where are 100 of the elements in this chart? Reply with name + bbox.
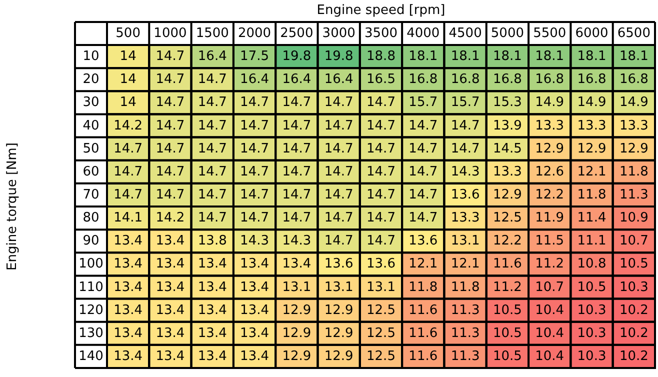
data-label: 18.1	[408, 49, 438, 64]
data-label: 14.7	[324, 118, 354, 134]
data-label: 14.7	[198, 187, 227, 202]
data-label: 14.3	[282, 234, 312, 249]
data-label: 14.7	[408, 187, 438, 202]
data-label: 14.7	[408, 118, 438, 134]
data-label: 16.8	[450, 72, 480, 88]
data-label: 11.6	[492, 256, 522, 272]
data-label: 10.4	[535, 348, 564, 364]
data-label: 14.7	[366, 234, 396, 249]
y-tick-label: 100	[78, 256, 104, 272]
data-label: 14.7	[324, 210, 354, 226]
data-label: 10.5	[577, 280, 606, 295]
data-label: 14.7	[282, 210, 312, 226]
data-label: 11.8	[450, 280, 480, 295]
data-label: 14.7	[114, 164, 143, 180]
data-label: 11.8	[577, 187, 606, 202]
data-label: 13.4	[156, 348, 185, 364]
x-tick-label: 3000	[322, 26, 356, 41]
data-label: 13.4	[114, 234, 143, 249]
data-label: 12.9	[324, 302, 354, 318]
data-label: 13.3	[619, 118, 648, 134]
x-axis-title: Engine speed [rpm]	[316, 3, 446, 18]
data-label: 14.7	[156, 95, 185, 110]
y-tick-label: 70	[82, 187, 100, 202]
data-label: 12.9	[619, 141, 648, 156]
data-label: 18.1	[535, 49, 564, 64]
data-label: 14.7	[198, 118, 227, 134]
data-label: 13.1	[282, 280, 312, 295]
data-label: 14.7	[408, 210, 438, 226]
data-label: 14.7	[156, 49, 185, 64]
data-label: 11.8	[619, 164, 648, 180]
data-label: 13.4	[114, 348, 143, 364]
data-label: 14.9	[577, 95, 606, 110]
x-tick-label: 6500	[617, 26, 650, 41]
data-label: 11.3	[450, 326, 480, 341]
data-label: 12.9	[282, 302, 312, 318]
data-label: 14.7	[408, 164, 438, 180]
data-label: 18.1	[577, 49, 606, 64]
data-label: 18.8	[366, 49, 396, 64]
data-label: 13.4	[156, 234, 185, 249]
data-label: 14	[120, 95, 136, 110]
data-label: 11.2	[535, 256, 564, 272]
data-label: 13.4	[240, 280, 270, 295]
data-label: 11.6	[408, 302, 438, 318]
data-label: 14.7	[240, 95, 270, 110]
data-label: 14.1	[114, 210, 143, 226]
data-label: 13.4	[198, 302, 227, 318]
data-label: 16.8	[577, 72, 606, 88]
data-label: 15.3	[492, 95, 522, 110]
data-label: 19.8	[282, 49, 312, 64]
data-label: 18.1	[619, 49, 648, 64]
data-label: 14	[120, 72, 136, 88]
data-label: 12.1	[577, 164, 606, 180]
data-label: 12.6	[535, 164, 564, 180]
data-label: 14.7	[324, 234, 354, 249]
data-label: 14.7	[282, 164, 312, 180]
data-label: 16.4	[198, 49, 227, 64]
data-label: 13.1	[366, 280, 396, 295]
data-label: 12.1	[408, 256, 438, 272]
data-label: 14.7	[324, 141, 354, 156]
data-label: 14.7	[366, 164, 396, 180]
data-label: 10.2	[619, 348, 648, 364]
data-label: 14.7	[282, 95, 312, 110]
data-label: 13.6	[450, 187, 480, 202]
data-label: 14.7	[324, 187, 354, 202]
data-label: 14.7	[450, 118, 480, 134]
data-label: 14.2	[156, 210, 185, 226]
x-tick-label: 4500	[448, 26, 482, 41]
y-tick-label: 140	[78, 348, 104, 364]
data-label: 14.7	[240, 164, 270, 180]
data-label: 11.6	[408, 326, 438, 341]
data-label: 14.7	[282, 118, 312, 134]
data-label: 14.7	[156, 118, 185, 134]
data-label: 14.3	[450, 164, 480, 180]
data-label: 14.7	[240, 141, 270, 156]
data-label: 16.4	[282, 72, 312, 88]
data-label: 11.1	[577, 234, 606, 249]
data-label: 11.5	[535, 234, 564, 249]
data-label: 16.5	[366, 72, 396, 88]
data-label: 12.5	[492, 210, 522, 226]
data-label: 15.7	[408, 95, 438, 110]
y-tick-label: 130	[78, 326, 104, 341]
data-label: 13.4	[198, 348, 227, 364]
data-label: 13.4	[114, 302, 143, 318]
data-label: 14.7	[240, 118, 270, 134]
data-label: 14.7	[156, 187, 185, 202]
data-label: 10.8	[577, 256, 606, 272]
data-label: 16.8	[492, 72, 522, 88]
data-label: 13.6	[408, 234, 438, 249]
data-label: 10.3	[619, 280, 648, 295]
data-label: 11.3	[450, 348, 480, 364]
data-label: 10.2	[619, 326, 648, 341]
data-label: 10.3	[577, 348, 606, 364]
data-label: 14.5	[492, 141, 522, 156]
data-label: 10.5	[492, 302, 522, 318]
data-label: 13.1	[450, 234, 480, 249]
data-label: 11.3	[619, 187, 648, 202]
data-label: 13.1	[324, 280, 354, 295]
data-label: 13.4	[156, 302, 185, 318]
